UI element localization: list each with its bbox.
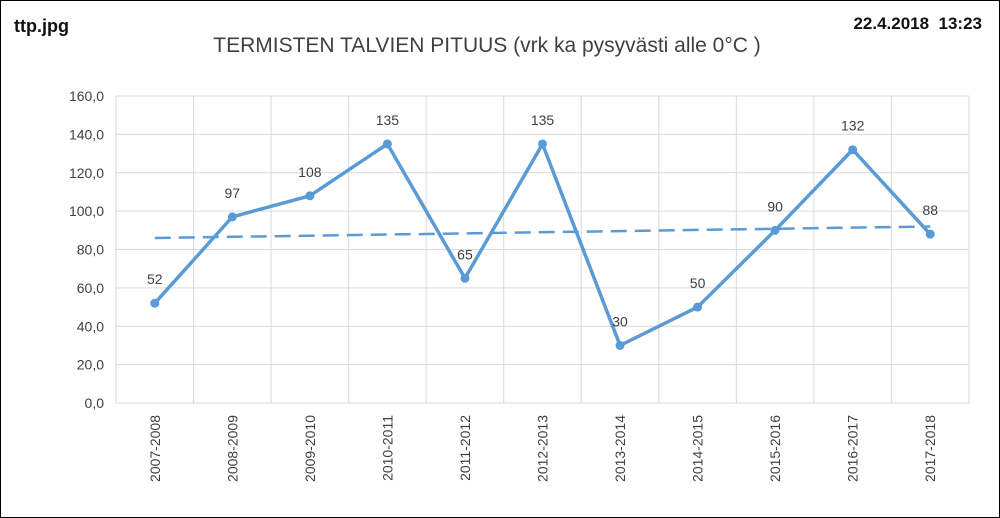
- trendline-group: [154, 225, 931, 240]
- x-tick-label: 2012-2013: [535, 415, 551, 482]
- data-label: 30: [612, 313, 628, 329]
- y-tick-label: 160,0: [69, 88, 104, 104]
- data-labels: 52 97 108 135 65 135 30 50 90 132 88: [147, 112, 938, 329]
- x-tick-label: 2013-2014: [612, 415, 628, 482]
- trendline: [154, 225, 931, 240]
- data-label: 132: [841, 118, 865, 134]
- x-tick-label: 2008-2009: [224, 415, 240, 482]
- data-point: [227, 212, 237, 222]
- x-tick-label: 2007-2008: [147, 415, 163, 482]
- chart-title: TERMISTEN TALVIEN PITUUS (vrk ka pysyväs…: [213, 34, 761, 57]
- y-tick-label: 0,0: [85, 395, 105, 411]
- data-label: 90: [767, 198, 783, 214]
- data-label: 97: [225, 185, 241, 201]
- y-tick-label: 140,0: [69, 126, 104, 142]
- data-label: 50: [690, 275, 706, 291]
- y-tick-label: 60,0: [77, 280, 104, 296]
- x-tick-label: 2015-2016: [767, 415, 783, 482]
- series-group: [150, 139, 935, 350]
- data-point: [305, 191, 315, 201]
- data-label: 135: [531, 112, 555, 128]
- y-tick-label: 100,0: [69, 203, 104, 219]
- x-tick-label: 2014-2015: [690, 415, 706, 482]
- x-tick-label: 2011-2012: [457, 415, 473, 481]
- x-axis-ticks: 2007-2008 2008-2009 2009-2010 2010-2011 2011…: [147, 415, 938, 482]
- data-point: [538, 139, 547, 149]
- data-point: [150, 298, 160, 308]
- x-tick-label: 2016-2017: [845, 415, 861, 482]
- data-label: 52: [147, 271, 163, 287]
- filename-label: ttp.jpg: [14, 16, 69, 36]
- data-point: [382, 139, 392, 149]
- data-label: 65: [457, 246, 473, 262]
- data-label: 135: [376, 112, 400, 128]
- data-point: [460, 273, 470, 283]
- data-point: [848, 145, 858, 155]
- y-axis-ticks: 0,0 20,0 40,0 60,0 80,0 100,0 120,0 140,0 160,0: [69, 88, 104, 411]
- data-label: 88: [922, 202, 938, 218]
- grid-lines: [115, 95, 970, 404]
- timestamp-label: 22.4.2018 13:23: [853, 14, 982, 33]
- data-label: 108: [298, 164, 322, 180]
- data-point: [693, 302, 703, 312]
- x-tick-label: 2010-2011: [379, 415, 395, 481]
- y-tick-label: 40,0: [77, 318, 104, 334]
- y-tick-label: 120,0: [69, 165, 104, 181]
- y-tick-label: 80,0: [77, 242, 104, 258]
- x-tick-label: 2009-2010: [302, 415, 318, 482]
- data-point: [615, 340, 625, 350]
- data-point: [770, 225, 780, 235]
- y-tick-label: 20,0: [77, 357, 104, 373]
- data-point: [925, 229, 935, 239]
- x-tick-label: 2017-2018: [922, 415, 938, 482]
